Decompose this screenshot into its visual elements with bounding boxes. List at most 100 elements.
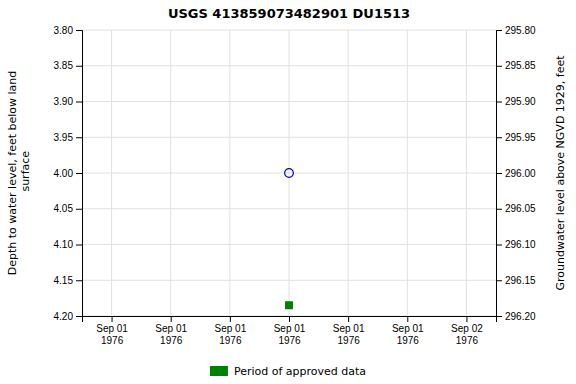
y-axis-title-line: Depth to water level, feet below land bbox=[6, 71, 19, 276]
tick: Sep 011976 bbox=[333, 316, 365, 346]
tick: 296.10 bbox=[496, 239, 536, 250]
y2-axis-title: Groundwater level above NGVD 1929, feet bbox=[554, 55, 567, 291]
tick: 295.80 bbox=[496, 25, 536, 36]
tick: Sep 011976 bbox=[155, 316, 187, 346]
tick: 3.85 bbox=[54, 60, 82, 71]
tick: Sep 011976 bbox=[392, 316, 424, 346]
point bbox=[285, 169, 294, 178]
series bbox=[286, 302, 293, 309]
tick-label: Sep 011976 bbox=[155, 323, 187, 346]
tick-mark bbox=[289, 316, 290, 322]
axis-line bbox=[497, 31, 503, 317]
tick-mark bbox=[496, 30, 502, 31]
tick-mark bbox=[407, 316, 408, 322]
tick-label-line: 1976 bbox=[219, 335, 242, 346]
grid-line bbox=[407, 30, 408, 316]
tick-mark bbox=[496, 316, 502, 317]
tick-label-line: Sep 01 bbox=[96, 323, 128, 334]
tick: Sep 021976 bbox=[451, 316, 483, 346]
tick-label: 295.95 bbox=[505, 132, 536, 143]
tick: 3.80 bbox=[54, 25, 82, 36]
tick-mark bbox=[76, 102, 82, 103]
grid-line bbox=[170, 30, 171, 316]
tick-label-line: Sep 01 bbox=[274, 323, 306, 334]
plot: Sep 011976Sep 011976Sep 011976Sep 011976… bbox=[54, 25, 536, 346]
tick-mark bbox=[112, 316, 113, 322]
legend-item: Period of approved data bbox=[210, 365, 366, 378]
y-axis-title: Depth to water level, feet below land su… bbox=[6, 71, 32, 276]
tick-label: Sep 011976 bbox=[215, 323, 247, 346]
tick-mark bbox=[76, 173, 82, 174]
tick-label: 296.15 bbox=[505, 275, 536, 286]
tick-label: 4.10 bbox=[54, 239, 74, 250]
tick: 4.05 bbox=[54, 203, 82, 214]
tick-mark bbox=[76, 316, 82, 317]
tick-mark bbox=[496, 66, 502, 67]
tick-label: 4.05 bbox=[54, 203, 74, 214]
tick: 4.15 bbox=[54, 275, 82, 286]
tick: 4.20 bbox=[54, 311, 82, 322]
tick-mark bbox=[496, 280, 502, 281]
tick-label-line: Sep 02 bbox=[451, 323, 483, 334]
tick-mark bbox=[76, 280, 82, 281]
grid-line bbox=[466, 30, 467, 316]
grid-line bbox=[289, 30, 290, 316]
tick-label: 3.95 bbox=[54, 132, 74, 143]
series bbox=[285, 169, 294, 178]
tick-label: 296.10 bbox=[505, 239, 536, 250]
tick: 295.85 bbox=[496, 60, 536, 71]
tick-label-line: 1976 bbox=[397, 335, 420, 346]
tick-mark bbox=[76, 66, 82, 67]
chart: Sep 011976Sep 011976Sep 011976Sep 011976… bbox=[0, 0, 576, 384]
tick-label: 3.90 bbox=[54, 96, 74, 107]
tick-mark bbox=[496, 209, 502, 210]
tick: Sep 011976 bbox=[96, 316, 128, 346]
x-axis: Sep 011976Sep 011976Sep 011976Sep 011976… bbox=[83, 316, 497, 346]
tick-label: 4.15 bbox=[54, 275, 74, 286]
tick-mark bbox=[466, 316, 467, 322]
tick-label: 296.05 bbox=[505, 203, 536, 214]
tick-mark bbox=[496, 173, 502, 174]
axis-line bbox=[76, 31, 83, 317]
legend-label: Period of approved data bbox=[234, 365, 366, 378]
tick: 295.95 bbox=[496, 132, 536, 143]
grid-line bbox=[229, 30, 230, 316]
tick-mark bbox=[496, 245, 502, 246]
tick: 4.10 bbox=[54, 239, 82, 250]
tick: 296.15 bbox=[496, 275, 536, 286]
tick-label-line: Sep 01 bbox=[333, 323, 365, 334]
tick-label: 295.90 bbox=[505, 96, 536, 107]
tick-label: Sep 011976 bbox=[392, 323, 424, 346]
tick-label-line: 1976 bbox=[160, 335, 183, 346]
tick-label: 4.00 bbox=[54, 168, 74, 179]
tick: 3.95 bbox=[54, 132, 82, 143]
tick-mark bbox=[76, 137, 82, 138]
tick-mark bbox=[76, 209, 82, 210]
tick-mark bbox=[76, 30, 82, 31]
grid-line bbox=[111, 30, 112, 316]
tick-label-line: 1976 bbox=[456, 335, 479, 346]
tick-label-line: 1976 bbox=[338, 335, 361, 346]
tick-label: 295.80 bbox=[505, 25, 536, 36]
tick-mark bbox=[496, 137, 502, 138]
point bbox=[286, 302, 293, 309]
tick-label: 296.20 bbox=[505, 311, 536, 322]
grid-line bbox=[348, 30, 349, 316]
tick-mark bbox=[171, 316, 172, 322]
tick: 296.05 bbox=[496, 203, 536, 214]
tick-mark bbox=[230, 316, 231, 322]
tick: 296.20 bbox=[496, 311, 536, 322]
tick-label-line: Sep 01 bbox=[215, 323, 247, 334]
tick: 4.00 bbox=[54, 168, 82, 179]
tick-label: 3.85 bbox=[54, 60, 74, 71]
tick-label: Sep 021976 bbox=[451, 323, 483, 346]
legend: Period of approved data bbox=[210, 365, 366, 378]
tick-label-line: Sep 01 bbox=[155, 323, 187, 334]
tick-mark bbox=[348, 316, 349, 322]
y-axis-title-line: surface bbox=[19, 151, 32, 195]
y2-axis: 296.20 296.15 296.10 296.05 296.00 295.95 295.… bbox=[496, 25, 536, 322]
title: USGS 413859073482901 DU1513 bbox=[168, 6, 410, 21]
tick-mark bbox=[496, 102, 502, 103]
tick-label: 296.00 bbox=[505, 168, 536, 179]
tick-mark bbox=[76, 245, 82, 246]
